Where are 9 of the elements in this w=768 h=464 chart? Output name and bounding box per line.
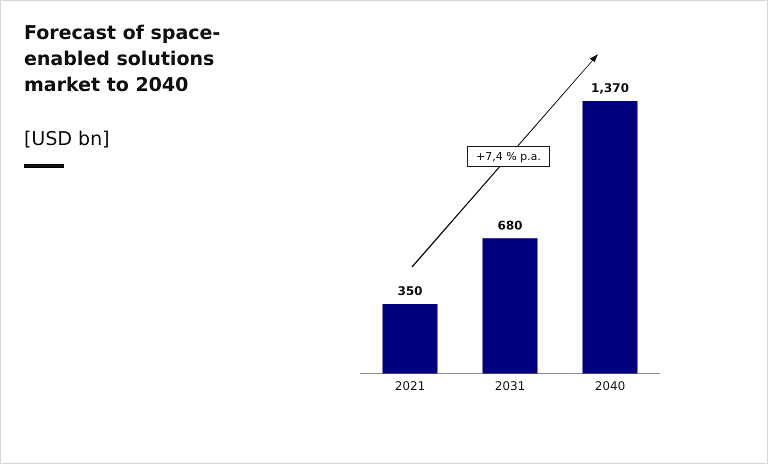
data-label: 1,370: [591, 81, 629, 96]
x-tick-label: 2031: [494, 378, 526, 393]
x-tick-label: 2021: [394, 378, 426, 393]
text: Forecast of space-enabled solutions market to 2040: [24, 21, 222, 98]
x-tick-label: 2040: [594, 378, 626, 393]
data-label: 680: [497, 218, 523, 232]
text: [USD bn]: [24, 128, 110, 150]
annotation: +7,4 % p.a.: [467, 146, 550, 167]
data-label: 350: [397, 284, 423, 298]
